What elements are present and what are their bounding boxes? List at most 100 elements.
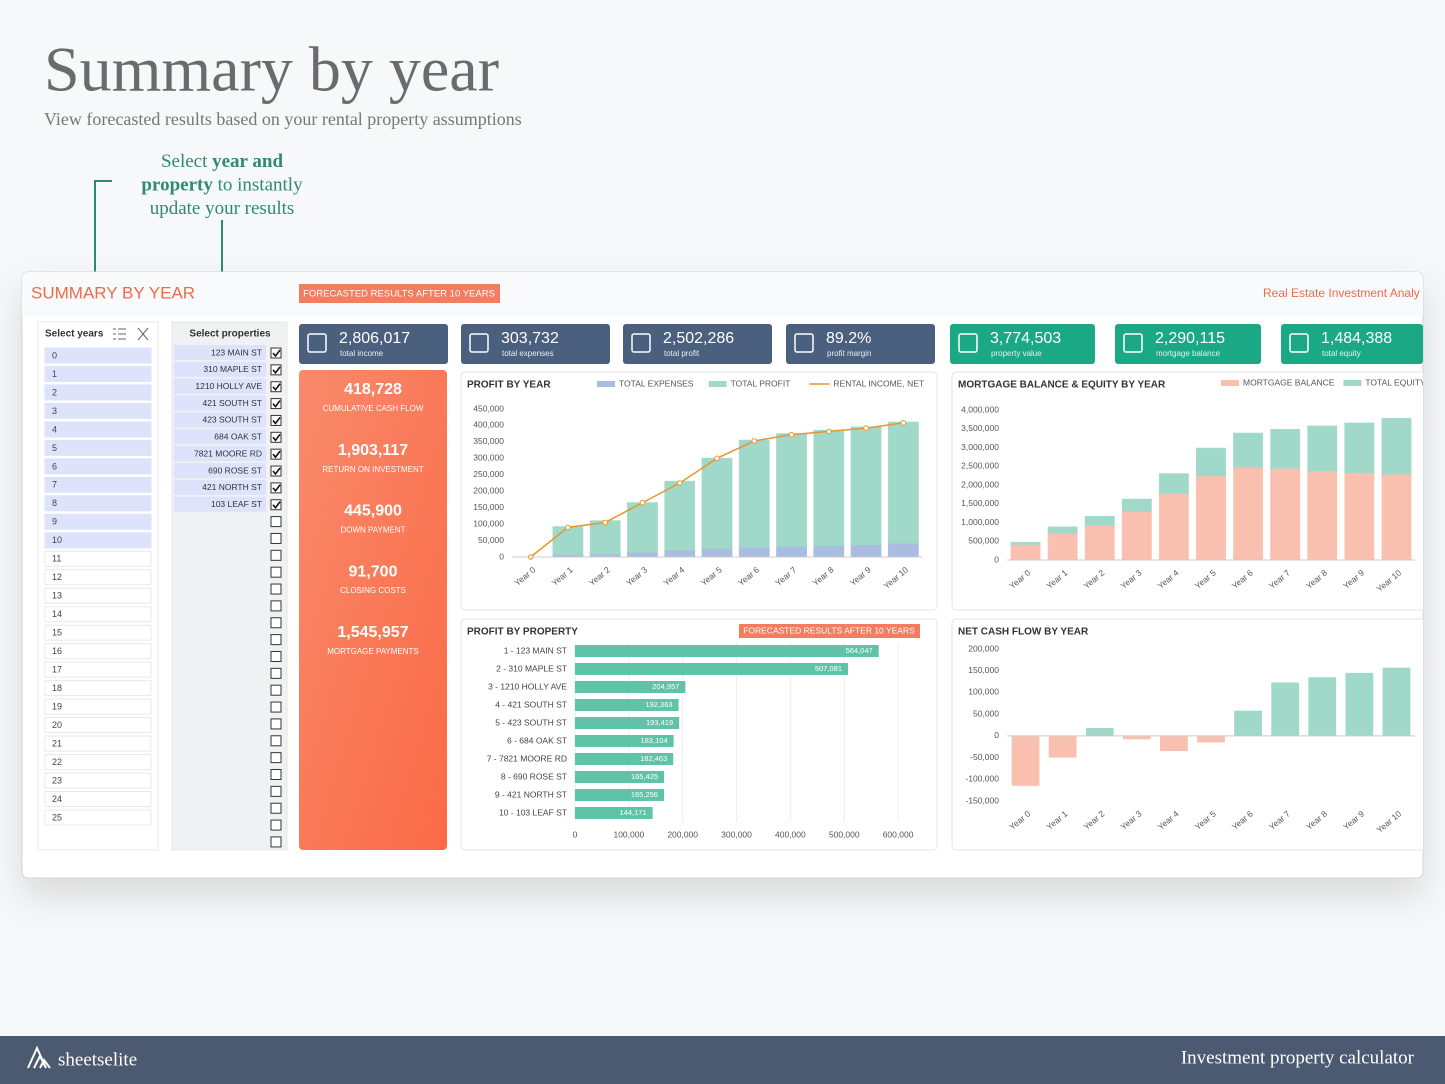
value-label: 193,419 — [646, 718, 673, 727]
slicer-item[interactable] — [174, 361, 266, 377]
checkbox[interactable] — [270, 735, 282, 747]
checkbox[interactable] — [270, 465, 282, 477]
legend-swatch — [708, 381, 727, 387]
checkbox[interactable] — [270, 634, 282, 646]
slicer-item[interactable] — [174, 479, 266, 495]
badge — [299, 284, 500, 303]
slicer-item[interactable] — [174, 395, 266, 411]
checkbox[interactable] — [270, 431, 282, 443]
slicer-item[interactable] — [174, 345, 266, 360]
checkbox[interactable] — [270, 769, 282, 780]
bar — [1270, 429, 1301, 469]
y-tick-label: -100,000 — [965, 774, 999, 784]
checkbox[interactable] — [270, 347, 282, 359]
checkbox[interactable] — [270, 802, 282, 814]
slicer-item[interactable] — [44, 661, 152, 678]
checkbox[interactable] — [270, 617, 282, 629]
checkbox[interactable] — [270, 785, 282, 797]
slicer-item[interactable] — [44, 698, 152, 715]
checkbox[interactable] — [270, 836, 282, 848]
kpi-icon — [1289, 333, 1309, 353]
slicer-item[interactable] — [44, 513, 152, 530]
slicer-item[interactable] — [44, 421, 152, 438]
slicer-item[interactable] — [44, 458, 152, 475]
line-marker — [826, 428, 832, 435]
slicer-item[interactable] — [44, 402, 152, 419]
checkbox[interactable] — [270, 667, 282, 679]
slicer-item[interactable] — [174, 446, 266, 462]
slicer-item[interactable] — [44, 624, 152, 641]
slicer-item[interactable] — [44, 717, 152, 734]
checkmark — [272, 501, 281, 510]
slicer-item[interactable] — [44, 532, 152, 549]
slicer-item[interactable] — [174, 378, 266, 394]
slicer-item[interactable] — [44, 606, 152, 623]
slicer-item[interactable] — [44, 772, 152, 789]
callout-text: Select — [161, 151, 212, 172]
checkbox[interactable] — [270, 600, 282, 612]
slicer-item[interactable] — [44, 643, 152, 660]
slicer-item[interactable] — [44, 791, 152, 808]
slicer-item[interactable] — [174, 463, 266, 479]
checkbox[interactable] — [270, 414, 282, 426]
checkbox[interactable] — [270, 549, 282, 561]
checkbox[interactable] — [270, 752, 282, 764]
checkbox[interactable] — [270, 718, 282, 730]
page-title: Summary by year — [44, 34, 499, 105]
checkbox[interactable] — [270, 482, 282, 494]
slicer-item[interactable] — [174, 429, 266, 445]
legend-label: TOTAL EQUITY — [1365, 377, 1426, 387]
y-tick-label: 200,000 — [968, 643, 999, 653]
checkmark — [272, 400, 281, 408]
slicer-item[interactable] — [44, 809, 152, 826]
checkbox[interactable] — [270, 532, 282, 544]
checkbox[interactable] — [270, 684, 282, 696]
slicer-item[interactable] — [44, 587, 152, 604]
checkbox[interactable] — [270, 819, 282, 831]
slicer-item-label: 13 — [52, 591, 62, 601]
checkbox[interactable] — [270, 381, 282, 393]
y-tick-label: -50,000 — [970, 752, 999, 762]
slicer-item[interactable] — [44, 569, 152, 586]
checkmark — [272, 366, 281, 375]
bar — [701, 457, 733, 549]
bar — [887, 542, 919, 558]
slicer-icons[interactable] — [113, 327, 149, 341]
value-label: 165,425 — [631, 772, 658, 781]
slicer-item[interactable] — [44, 476, 152, 493]
checkbox[interactable] — [270, 398, 282, 410]
kpi-value: 1,484,388 — [1321, 330, 1392, 347]
checkbox[interactable] — [270, 448, 282, 460]
slicer-item[interactable] — [44, 754, 152, 771]
bar — [1010, 543, 1041, 561]
checkbox[interactable] — [270, 583, 282, 595]
checkbox[interactable] — [270, 364, 282, 376]
checkbox[interactable] — [270, 701, 282, 713]
checkbox[interactable] — [270, 516, 282, 528]
checkbox[interactable] — [270, 650, 282, 662]
x-tick-label: 500,000 — [829, 829, 860, 839]
slicer-item[interactable] — [44, 680, 152, 697]
slicer-item[interactable] — [44, 550, 152, 567]
y-tick-label: 5 - 423 SOUTH ST — [495, 717, 567, 727]
checkmark — [272, 450, 281, 459]
y-tick-label: 8 - 690 ROSE ST — [501, 771, 567, 781]
slicer-item[interactable] — [44, 347, 152, 364]
y-tick-label: 7 - 7821 MOORE RD — [487, 753, 567, 763]
slicer-item[interactable] — [44, 735, 152, 752]
slicer-item[interactable] — [174, 496, 266, 512]
bar — [1307, 470, 1338, 561]
slicer-item[interactable] — [44, 365, 152, 382]
slicer-item[interactable] — [44, 495, 152, 512]
bar — [575, 717, 680, 729]
checkbox[interactable] — [270, 499, 282, 511]
checkbox[interactable] — [270, 566, 282, 578]
slicer-item[interactable] — [44, 384, 152, 401]
slicer-item-label: 6 — [52, 461, 57, 471]
slicer-item[interactable] — [44, 439, 152, 456]
slicer-item[interactable] — [174, 412, 266, 428]
slicer-item-label: 103 LEAF ST — [211, 499, 262, 509]
bar — [627, 551, 658, 558]
brand-label: Real Estate Investment Analy — [1263, 286, 1420, 300]
